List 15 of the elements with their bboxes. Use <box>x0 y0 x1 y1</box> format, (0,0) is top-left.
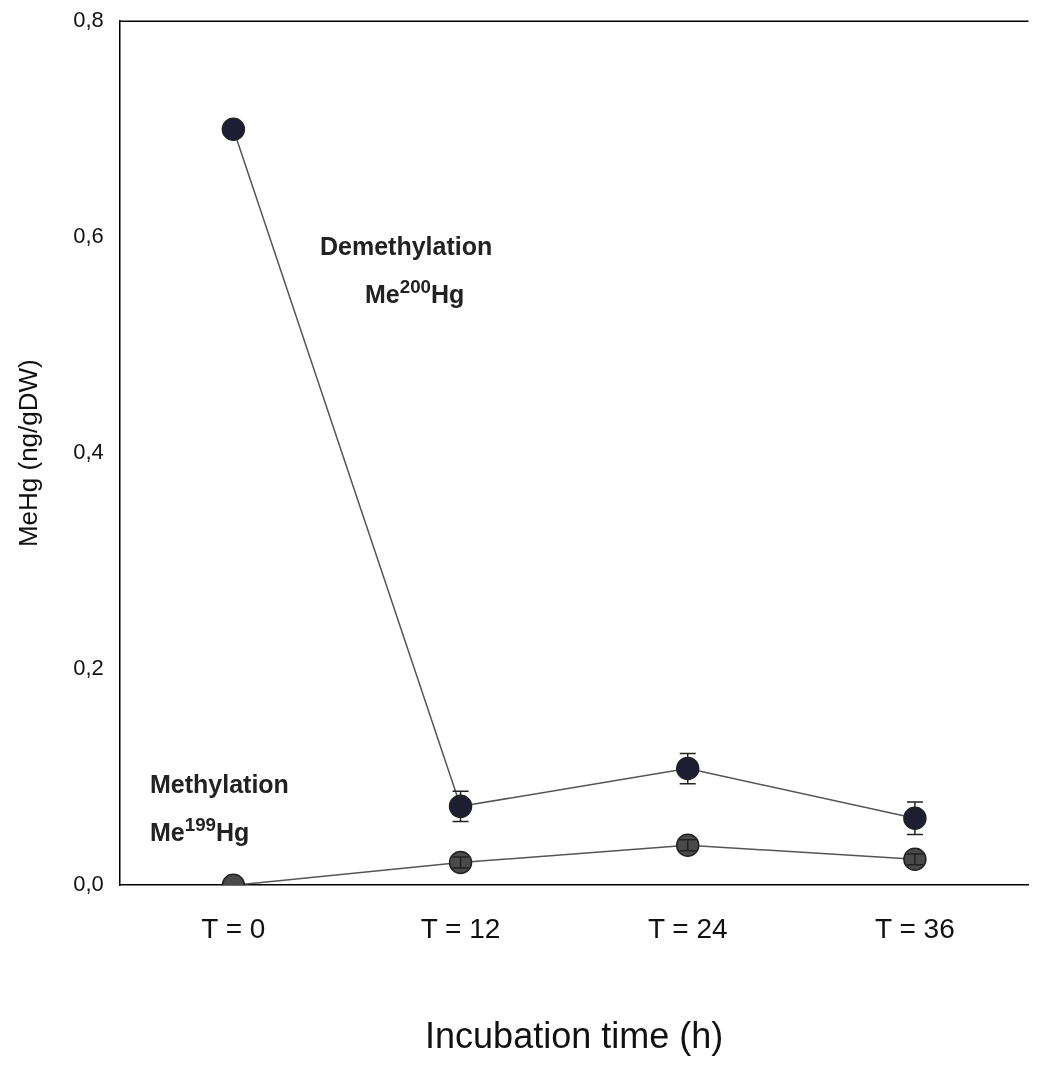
x-tick-label: T = 12 <box>420 912 501 944</box>
point <box>221 117 246 141</box>
y-tick-label: 0,6 <box>73 223 104 249</box>
x-tick-label: T = 36 <box>875 912 955 944</box>
point <box>448 850 473 875</box>
y-tick-label: 0,0 <box>73 871 104 897</box>
x-tick-label: T = 24 <box>647 912 728 944</box>
y-axis-title: MeHg (ng/gDW) <box>12 359 43 548</box>
point <box>903 847 927 872</box>
y-tick-label: 0,4 <box>73 439 104 465</box>
point <box>675 833 700 857</box>
x-axis-title: Incubation time (h) <box>425 1015 724 1057</box>
x-tick-label: T = 0 <box>201 912 266 944</box>
y-tick-label: 0,8 <box>73 7 104 33</box>
y-tick-label: 0,2 <box>73 655 104 681</box>
